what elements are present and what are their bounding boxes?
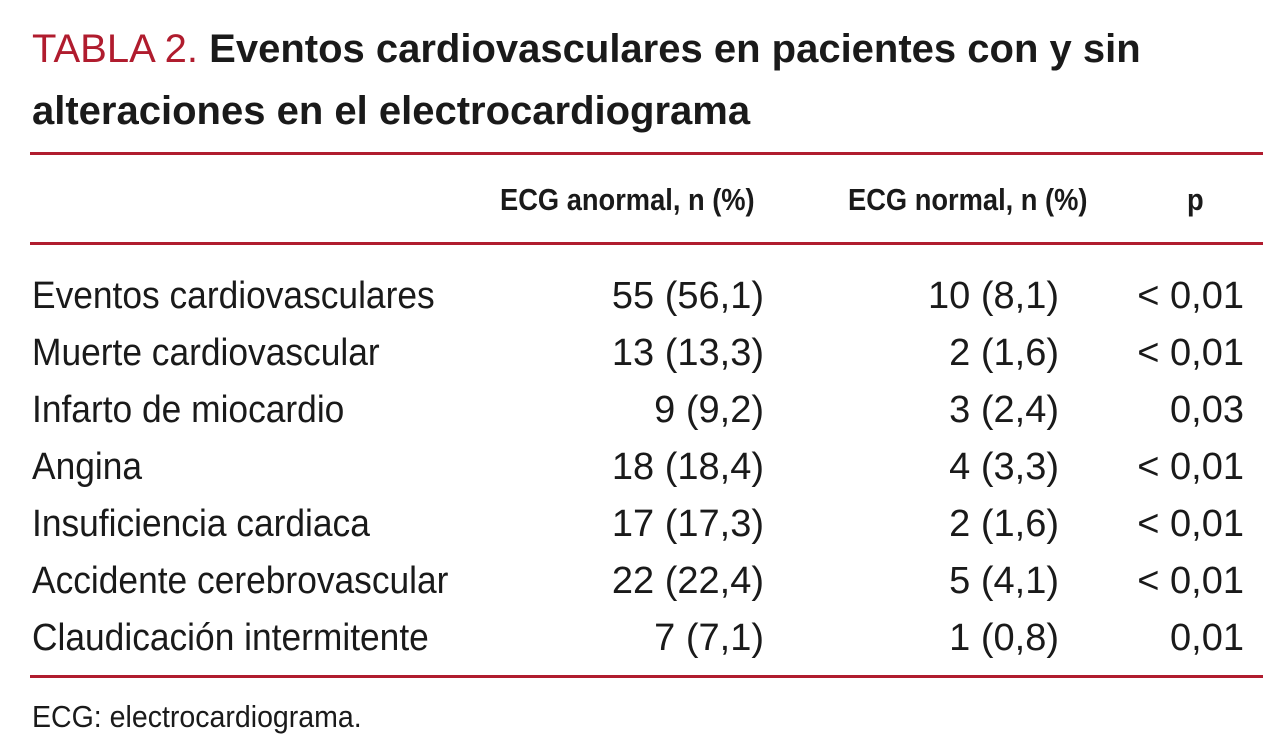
cell-abnormal: 17 (17,3): [611, 503, 764, 545]
cell-abnormal: 55 (56,1): [611, 275, 764, 317]
table-row: Angina 18 (18,4) 4 (3,3) < 0,01: [32, 439, 1262, 496]
table-row: Infarto de miocardio 9 (9,2) 3 (2,4) 0,0…: [32, 382, 1262, 439]
table-footnote: ECG: electrocardiograma.: [32, 699, 362, 734]
cell-abnormal: 7 (7,1): [654, 617, 764, 659]
cell-normal: 2 (1,6): [949, 503, 1059, 545]
cell-p: < 0,01: [1137, 332, 1244, 374]
cell-p: < 0,01: [1137, 503, 1244, 545]
cell-p: < 0,01: [1137, 275, 1244, 317]
cell-normal: 1 (0,8): [949, 617, 1059, 659]
row-label: Insuficiencia cardiaca: [32, 503, 370, 545]
cell-normal: 2 (1,6): [949, 332, 1059, 374]
column-header-abnormal: ECG anormal, n (%): [500, 182, 755, 217]
cell-abnormal: 18 (18,4): [611, 446, 764, 488]
row-label: Accidente cerebrovascular: [32, 560, 449, 602]
cell-p: 0,01: [1170, 617, 1244, 659]
header-rule: [30, 242, 1263, 245]
row-label: Claudicación intermitente: [32, 617, 429, 659]
cell-normal: 4 (3,3): [949, 446, 1059, 488]
row-label: Angina: [32, 446, 143, 488]
table-row: Eventos cardiovasculares 55 (56,1) 10 (8…: [32, 268, 1262, 325]
top-rule: [30, 152, 1263, 155]
table-body: Eventos cardiovasculares 55 (56,1) 10 (8…: [32, 268, 1262, 667]
cell-abnormal: 9 (9,2): [654, 389, 764, 431]
column-header-normal: ECG normal, n (%): [848, 182, 1088, 217]
cell-p: 0,03: [1170, 389, 1244, 431]
cell-p: < 0,01: [1137, 560, 1244, 602]
cell-normal: 10 (8,1): [928, 275, 1059, 317]
table-row: Claudicación intermitente 7 (7,1) 1 (0,8…: [32, 610, 1262, 667]
row-label: Eventos cardiovasculares: [32, 275, 435, 317]
cell-p: < 0,01: [1137, 446, 1244, 488]
table-row: Accidente cerebrovascular 22 (22,4) 5 (4…: [32, 553, 1262, 610]
table-row: Muerte cardiovascular 13 (13,3) 2 (1,6) …: [32, 325, 1262, 382]
table-row: Insuficiencia cardiaca 17 (17,3) 2 (1,6)…: [32, 496, 1262, 553]
cell-normal: 3 (2,4): [949, 389, 1059, 431]
bottom-rule: [30, 675, 1263, 678]
row-label: Infarto de miocardio: [32, 389, 345, 431]
row-label: Muerte cardiovascular: [32, 332, 380, 374]
cell-abnormal: 13 (13,3): [611, 332, 764, 374]
cell-abnormal: 22 (22,4): [611, 560, 764, 602]
table-label: TABLA 2.: [32, 27, 199, 71]
column-header-p: p: [1187, 182, 1204, 217]
table-title: TABLA 2. Eventos cardiovasculares en pac…: [32, 18, 1262, 142]
table-title-text: Eventos cardiovasculares en pacientes co…: [32, 27, 1141, 133]
cell-normal: 5 (4,1): [949, 560, 1059, 602]
